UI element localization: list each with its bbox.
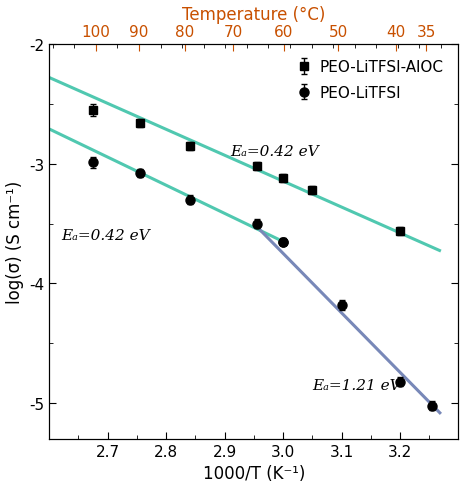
Text: Eₐ=0.42 eV: Eₐ=0.42 eV — [61, 229, 149, 243]
Text: Eₐ=1.21 eV: Eₐ=1.21 eV — [312, 378, 400, 392]
X-axis label: Temperature (°C): Temperature (°C) — [182, 5, 325, 23]
Text: Eₐ=0.42 eV: Eₐ=0.42 eV — [230, 145, 319, 159]
Y-axis label: log(σ) (S cm⁻¹): log(σ) (S cm⁻¹) — [6, 181, 24, 304]
Legend: PEO-LiTFSI-AlOC, PEO-LiTFSI: PEO-LiTFSI-AlOC, PEO-LiTFSI — [287, 53, 450, 108]
X-axis label: 1000/T (K⁻¹): 1000/T (K⁻¹) — [202, 465, 304, 483]
